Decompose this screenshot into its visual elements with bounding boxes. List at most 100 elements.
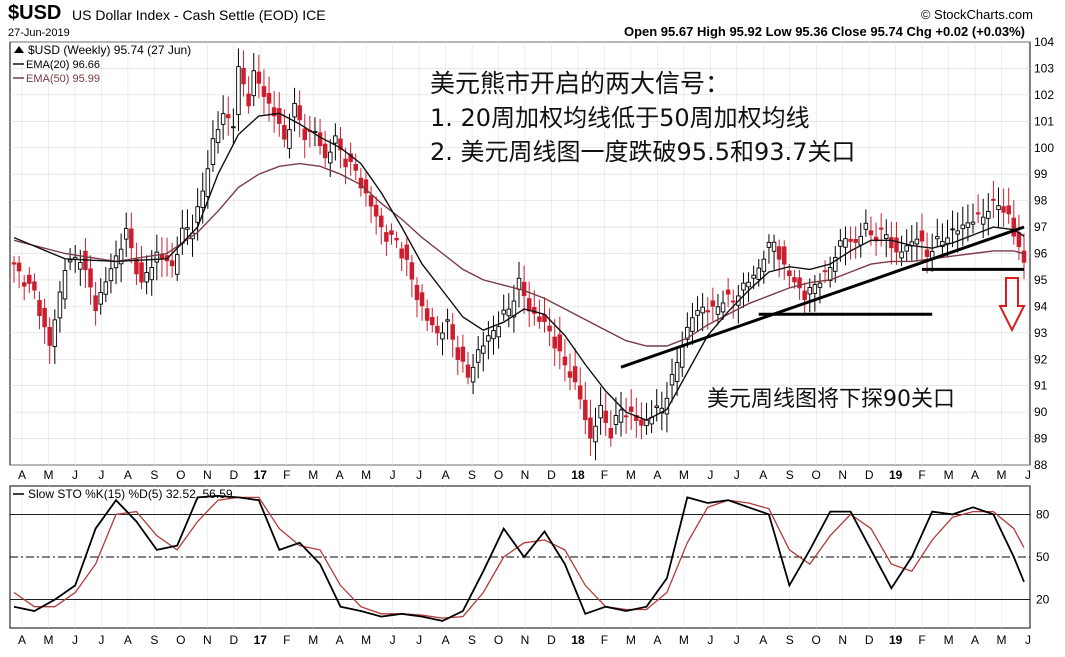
candle-down [894,237,899,253]
candle-down [409,262,415,280]
candle-down [271,107,277,117]
x-tick-label: S [786,468,794,482]
candle-up [833,256,838,272]
x-tick-label: D [229,468,238,482]
x-tick-label: J [390,468,396,482]
candle-down [297,105,302,121]
candle-down [822,270,828,273]
candle-up [899,251,904,259]
x-tick-label: 19 [889,468,903,482]
candle-up [52,319,58,347]
candle-up [333,135,338,144]
legend-ema50: EMA(50) 95.99 [26,73,100,85]
candle-down [572,366,578,383]
sto-x-tick-label: A [653,633,661,647]
candle-down [1021,250,1027,263]
sto-x-tick-label: F [283,633,290,647]
candle-up [955,230,960,235]
sto-y-tick-label: 80 [1036,507,1050,521]
candle-up [751,274,756,279]
candle-down [797,277,802,289]
candle-down [389,230,394,235]
sto-x-tick-label: S [150,633,158,647]
candle-down [404,244,410,260]
sto-d-line [13,496,1025,619]
candle-up [287,129,292,149]
y-tick-label: 97 [1034,220,1048,234]
sto-x-tick-label: M [43,633,53,647]
x-tick-label: M [997,468,1007,482]
candle-down [924,249,930,257]
x-tick-label: N [203,468,212,482]
candle-down [460,346,466,362]
x-tick-label: A [759,468,767,482]
candle-up [756,267,761,280]
y-tick-label: 101 [1034,114,1054,128]
trendline [620,225,1025,369]
candle-down [1006,205,1011,215]
candle-down [450,324,455,340]
candle-up [511,300,517,318]
candle-up [174,254,180,275]
x-tick-label: J [1025,468,1031,482]
candle-up [200,190,205,208]
candle-up [118,248,124,265]
candle-down [465,364,471,378]
candle-down [787,270,792,277]
sto-x-tick-label: J [72,633,78,647]
sto-x-tick-label: N [838,633,847,647]
x-tick-label: M [626,468,636,482]
candle-up [103,281,109,295]
candle-down [889,237,894,249]
candle-up [996,205,1001,211]
candle-up [863,222,869,230]
sto-x-tick-label: 19 [889,633,903,647]
candle-up [598,404,603,419]
candle-up [654,405,659,409]
candle-up [827,267,833,282]
chart-date: 27-Jun-2019 [8,27,70,39]
candle-down [532,307,537,314]
candle-down [430,317,435,326]
candle-down [27,274,32,284]
candle-down [552,336,557,349]
candle-down [368,195,374,207]
candle-down [776,246,782,260]
candle-up [108,268,114,282]
x-tick-label: 18 [571,468,585,482]
candle-up [858,235,864,246]
legend-main: $USD (Weekly) 95.74 (27 Jun) [28,43,191,57]
candle-up [501,309,506,315]
candle-down [853,239,858,243]
sto-x-tick-label: A [442,633,450,647]
candle-up [481,345,486,354]
x-tick-label: D [865,468,874,482]
sto-x-tick-label: N [203,633,212,647]
candle-up [843,238,848,248]
candle-down [608,428,614,439]
sto-x-tick-label: M [944,633,954,647]
sto-x-tick-label: O [494,633,503,647]
candle-down [868,230,874,236]
candle-down [639,419,644,426]
candle-up [516,277,522,290]
candle-down [521,281,527,297]
candle-down [567,371,573,378]
candle-up [812,284,818,294]
candle-up [970,221,976,225]
sto-x-tick-label: J [416,633,422,647]
y-tick-label: 98 [1034,194,1048,208]
candle-down [32,281,37,291]
candle-legend-icon [14,46,24,53]
sto-x-tick-label: A [18,633,26,647]
candle-up [838,240,843,247]
x-tick-label: D [547,468,556,482]
x-tick-label: A [336,468,344,482]
candle-down [603,410,608,423]
x-tick-label: J [707,468,713,482]
x-tick-label: M [308,468,318,482]
candle-up [940,240,945,248]
candle-down [725,289,731,295]
x-tick-label: J [98,468,104,482]
candle-down [802,290,807,301]
